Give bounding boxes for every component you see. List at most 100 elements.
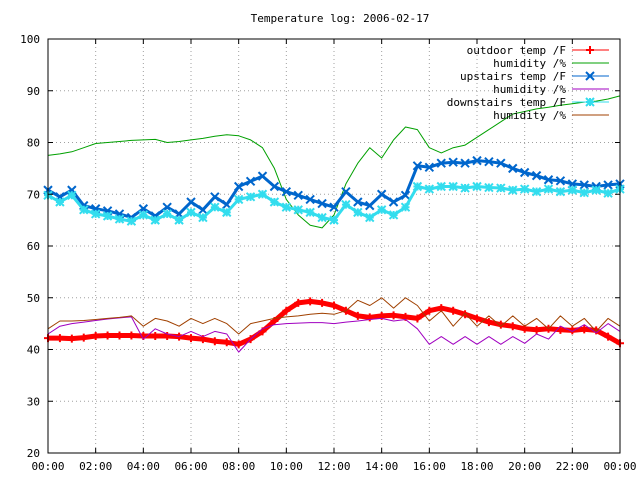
data-point: [293, 190, 303, 200]
series-3: [47, 316, 621, 353]
data-point: [425, 306, 434, 315]
data-point: [448, 157, 458, 167]
data-point: [281, 202, 292, 212]
data-point: [67, 190, 77, 200]
series-1: [47, 95, 621, 229]
data-point: [234, 340, 243, 349]
legend-label: downstairs temp /F: [447, 96, 566, 109]
data-point: [448, 181, 458, 192]
data-point: [519, 184, 530, 194]
legend-marker: [585, 71, 595, 81]
x-tick-label: 18:00: [460, 460, 493, 473]
x-tick-label: 20:00: [508, 460, 541, 473]
x-tick-label: 10:00: [270, 460, 303, 473]
legend-label: humidity /%: [493, 83, 566, 96]
data-point: [138, 210, 149, 220]
data-point: [210, 192, 220, 202]
data-point: [55, 197, 65, 207]
data-point: [472, 155, 482, 166]
data-point: [233, 194, 244, 205]
data-point: [412, 161, 423, 171]
data-point: [67, 334, 76, 343]
data-point: [210, 202, 220, 212]
series-0: [44, 297, 624, 349]
data-point: [318, 298, 327, 307]
data-point: [103, 331, 112, 340]
x-tick-label: 16:00: [413, 460, 446, 473]
data-point: [317, 212, 327, 223]
data-point: [114, 214, 125, 224]
data-point: [341, 199, 351, 210]
data-point: [353, 207, 363, 218]
series-line: [47, 316, 621, 353]
data-point: [555, 176, 566, 186]
data-point: [556, 325, 565, 334]
data-point: [603, 180, 613, 190]
data-point: [484, 318, 493, 327]
x-tick-label: 08:00: [222, 460, 255, 473]
data-point: [306, 297, 315, 306]
data-point: [508, 322, 517, 331]
x-tick-label: 00:00: [31, 460, 64, 473]
data-point: [603, 188, 613, 198]
data-point: [412, 181, 423, 192]
grid-lines: [48, 39, 620, 453]
data-point: [222, 207, 232, 218]
data-point: [389, 311, 398, 320]
data-point: [90, 209, 101, 219]
data-point: [222, 338, 231, 347]
data-point: [365, 200, 375, 211]
data-point: [531, 170, 542, 181]
data-point: [198, 205, 208, 215]
data-point: [424, 162, 435, 173]
data-point: [305, 207, 315, 218]
data-point: [115, 331, 124, 340]
data-point: [150, 215, 160, 225]
data-point: [424, 184, 435, 194]
data-point: [162, 209, 172, 219]
data-point: [580, 325, 589, 334]
data-point: [472, 181, 482, 192]
data-point: [400, 202, 411, 212]
data-point: [508, 185, 518, 195]
y-tick-label: 50: [27, 292, 40, 305]
data-point: [365, 313, 374, 322]
data-point: [376, 205, 387, 215]
data-point: [293, 205, 303, 215]
axis-ticks: 20 30 40 50 60 70 80 90 100 00:00 02:00 04:00 06:00 0…: [20, 33, 636, 473]
data-point: [305, 194, 315, 205]
data-point: [496, 320, 505, 329]
data-point: [269, 197, 280, 207]
data-point: [591, 185, 601, 195]
data-point: [531, 186, 542, 197]
x-tick-label: 14:00: [365, 460, 398, 473]
legend-marker: [585, 97, 595, 107]
data-point: [79, 333, 88, 342]
series-line: [47, 95, 621, 229]
data-point: [543, 184, 554, 194]
data-point: [532, 325, 541, 334]
x-tick-label: 12:00: [317, 460, 350, 473]
data-point: [186, 197, 196, 207]
data-point: [508, 163, 518, 174]
y-tick-label: 90: [27, 85, 40, 98]
data-point: [484, 182, 494, 193]
data-point: [376, 189, 387, 199]
data-point: [329, 215, 339, 225]
y-tick-label: 70: [27, 188, 40, 201]
data-point: [543, 175, 554, 185]
data-point: [579, 180, 589, 190]
y-tick-label: 60: [27, 240, 40, 253]
series-5: [47, 297, 621, 335]
data-point: [126, 216, 137, 226]
data-point: [555, 186, 566, 197]
data-point: [91, 332, 100, 341]
data-point: [388, 210, 399, 220]
data-point: [198, 212, 208, 223]
data-point: [353, 311, 362, 320]
data-point: [436, 158, 446, 168]
data-point: [473, 314, 481, 323]
data-point: [484, 156, 494, 167]
data-point: [187, 334, 195, 343]
